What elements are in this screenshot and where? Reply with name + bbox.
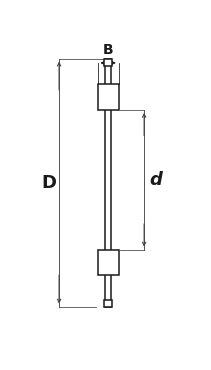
Bar	[105, 58, 111, 306]
Bar	[97, 249, 119, 275]
Bar	[97, 84, 119, 110]
Text: D: D	[42, 174, 57, 192]
Text: d: d	[149, 171, 162, 189]
Bar	[104, 58, 112, 66]
Bar	[104, 300, 112, 306]
Text: B: B	[103, 43, 114, 57]
